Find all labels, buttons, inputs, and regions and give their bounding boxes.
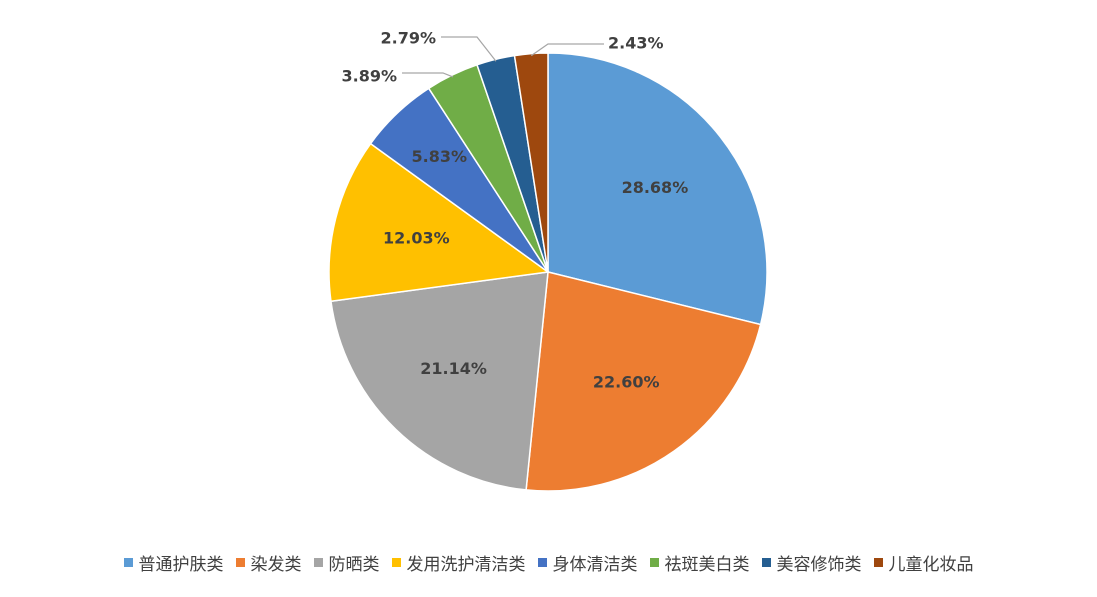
- data-label-4: 12.03%: [383, 228, 450, 247]
- leader-line-6: [402, 72, 454, 78]
- leader-lines: [402, 36, 604, 78]
- legend-label-6: 祛斑美白类: [664, 554, 750, 575]
- legend-label-2: 染发类: [250, 554, 302, 575]
- pie-slices: [328, 52, 768, 492]
- pie-slice-1: [547, 52, 768, 326]
- leader-line-8: [530, 43, 604, 57]
- pie-slice-2: [525, 271, 762, 492]
- legend-swatch-3: [313, 557, 323, 567]
- legend-swatch-5: [537, 557, 547, 567]
- legend-label-4: 发用洗护清洁类: [406, 554, 526, 575]
- pie-slice-8: [513, 52, 549, 273]
- pie-slice-4: [328, 142, 550, 303]
- legend-label-3: 防晒类: [328, 554, 380, 575]
- legend-label-1: 普通护肤类: [138, 554, 224, 575]
- legend-label-8: 儿童化妆品: [888, 554, 974, 575]
- legend-item-4: 发用洗护清洁类: [391, 550, 526, 575]
- data-labels: 28.68% 22.60% 21.14% 12.03% 5.83% 3.89% 2.79% 2…: [341, 29, 688, 392]
- pie-slice-3: [330, 271, 549, 491]
- leader-line-7: [441, 36, 497, 62]
- data-label-5: 5.83%: [412, 147, 468, 166]
- legend-swatch-7: [761, 557, 771, 567]
- legend-label-7: 美容修饰类: [776, 554, 862, 575]
- legend-swatch-6: [649, 557, 659, 567]
- legend-item-8: 儿童化妆品: [873, 550, 974, 575]
- legend-item-1: 普通护肤类: [123, 550, 224, 575]
- legend: 普通护肤类 染发类 防晒类 发用洗护清洁类 身体清洁类 祛斑美白类 美容修饰类 儿童化妆品: [0, 549, 1097, 575]
- legend-item-7: 美容修饰类: [761, 550, 862, 575]
- legend-item-2: 染发类: [235, 550, 302, 575]
- data-label-3: 21.14%: [420, 359, 487, 378]
- legend-item-5: 身体清洁类: [537, 550, 638, 575]
- legend-item-3: 防晒类: [313, 550, 380, 575]
- legend-swatch-4: [391, 557, 401, 567]
- data-label-7: 2.79%: [380, 29, 436, 48]
- data-label-6: 3.89%: [341, 67, 397, 86]
- legend-swatch-1: [123, 557, 133, 567]
- legend-swatch-2: [235, 557, 245, 567]
- legend-swatch-8: [873, 557, 883, 567]
- data-label-8: 2.43%: [608, 34, 664, 53]
- legend-item-6: 祛斑美白类: [649, 550, 750, 575]
- legend-label-5: 身体清洁类: [552, 554, 638, 575]
- data-label-1: 28.68%: [622, 178, 689, 197]
- data-label-2: 22.60%: [593, 373, 660, 392]
